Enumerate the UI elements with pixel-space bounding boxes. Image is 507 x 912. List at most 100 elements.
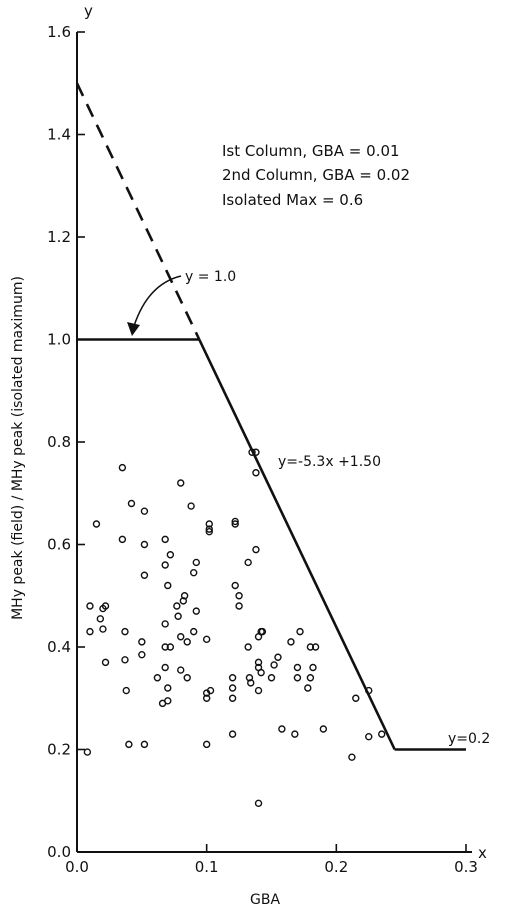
y-tick-label: 0.2 xyxy=(47,741,71,759)
data-point xyxy=(118,535,127,544)
y-tick-label: 1.6 xyxy=(47,23,71,41)
data-points xyxy=(83,448,386,808)
annotation-line-3: Isolated Max = 0.6 xyxy=(222,191,363,209)
data-point xyxy=(192,607,200,615)
data-point xyxy=(278,725,286,733)
y-axis-title: MHy peak (field) / MHy peak (isolated ma… xyxy=(10,276,26,620)
data-point xyxy=(83,748,92,756)
data-point xyxy=(189,568,198,577)
data-point xyxy=(228,674,237,682)
data-point xyxy=(127,499,136,508)
label-arrow xyxy=(133,275,182,327)
data-point xyxy=(254,658,263,667)
data-point xyxy=(228,684,237,692)
data-point xyxy=(86,627,94,636)
data-point xyxy=(122,686,130,695)
data-point xyxy=(248,448,256,456)
data-point xyxy=(252,448,260,456)
data-point xyxy=(92,520,101,528)
data-point xyxy=(202,635,211,644)
x-axis-title: GBA xyxy=(250,892,280,908)
data-point xyxy=(140,540,149,549)
data-point xyxy=(138,638,146,646)
data-point xyxy=(293,663,302,672)
data-point xyxy=(365,686,373,695)
data-point xyxy=(189,627,198,636)
data-point xyxy=(177,666,185,674)
data-point xyxy=(205,520,213,528)
y-tick-label: 0.6 xyxy=(47,536,71,554)
data-point xyxy=(101,602,110,610)
data-point xyxy=(183,674,191,682)
data-point xyxy=(161,535,169,544)
y-tick-label: 0.0 xyxy=(47,843,71,861)
data-point xyxy=(252,545,260,554)
data-point xyxy=(352,694,360,702)
data-point xyxy=(121,627,129,636)
data-point xyxy=(244,643,252,651)
data-point xyxy=(205,525,213,533)
data-point xyxy=(161,663,169,672)
x-tick-label: 0.3 xyxy=(454,858,478,876)
annotation-block: Ist Column, GBA = 0.01 2nd Column, GBA =… xyxy=(222,142,410,209)
data-point xyxy=(99,625,107,633)
label-arrowhead xyxy=(127,322,140,336)
x-axis-ticks: 0.0 0.1 0.2 0.3 xyxy=(65,844,478,876)
data-point xyxy=(254,686,263,695)
data-point xyxy=(177,479,185,487)
data-point xyxy=(161,643,169,651)
data-point xyxy=(306,643,315,651)
data-point xyxy=(231,520,239,528)
data-point xyxy=(192,558,200,567)
data-point xyxy=(274,653,282,661)
data-point xyxy=(166,643,175,651)
data-point xyxy=(96,615,105,623)
data-point xyxy=(183,638,191,646)
x-tick-label: 0.0 xyxy=(65,858,89,876)
data-point xyxy=(365,732,373,741)
annotation-line-1: Ist Column, GBA = 0.01 xyxy=(222,142,400,160)
dashed-extrapolation-line xyxy=(75,82,201,341)
data-point xyxy=(235,592,243,600)
data-point xyxy=(187,502,195,510)
data-point xyxy=(140,571,149,579)
line-label-slope: y=-5.3x +1.50 xyxy=(278,454,381,470)
data-point xyxy=(161,620,169,628)
line-label-y1: y = 1.0 xyxy=(185,269,236,285)
y-tick-label: 0.8 xyxy=(47,433,71,451)
data-point xyxy=(235,602,243,610)
data-point xyxy=(231,517,239,526)
data-point xyxy=(121,656,129,664)
data-point xyxy=(293,674,302,682)
data-point xyxy=(101,658,110,667)
data-point xyxy=(270,661,278,669)
data-point xyxy=(161,561,169,569)
data-point xyxy=(244,558,252,567)
data-point xyxy=(86,602,94,610)
data-point xyxy=(252,469,260,477)
x-tick-label: 0.2 xyxy=(324,858,348,876)
data-point xyxy=(267,674,276,682)
data-point xyxy=(140,507,149,515)
data-point xyxy=(309,663,317,672)
data-point xyxy=(205,527,213,536)
data-point xyxy=(304,684,312,692)
data-point xyxy=(228,730,237,738)
data-point xyxy=(164,697,172,705)
data-point xyxy=(257,668,265,677)
data-point xyxy=(254,799,263,808)
data-point xyxy=(228,694,237,702)
data-point xyxy=(291,730,299,738)
data-point xyxy=(140,740,149,749)
y-tick-label: 0.4 xyxy=(47,638,71,656)
y-axis-variable: y xyxy=(84,2,93,20)
data-point xyxy=(231,581,239,590)
data-point xyxy=(180,592,189,600)
data-point xyxy=(202,694,211,702)
x-tick-label: 0.1 xyxy=(195,858,219,876)
data-point xyxy=(125,740,133,749)
data-point xyxy=(311,643,320,651)
data-point xyxy=(206,686,215,695)
data-point xyxy=(287,638,295,646)
